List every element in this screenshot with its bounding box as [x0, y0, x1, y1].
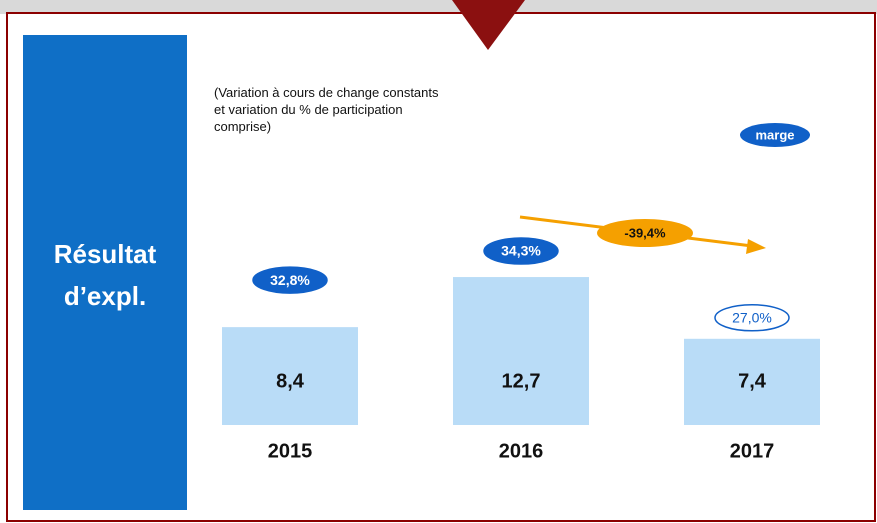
- value-label: 8,4: [276, 370, 305, 392]
- x-tick-label: 2017: [730, 440, 775, 462]
- value-label: 12,7: [502, 370, 541, 392]
- header-strip: [0, 0, 877, 14]
- margin-label: 27,0%: [732, 309, 772, 325]
- x-tick-label: 2016: [499, 440, 544, 462]
- note: (Variation à cours de change constants e…: [214, 84, 444, 135]
- margin-label: 32,8%: [270, 272, 310, 288]
- side-title: d’expl.: [64, 281, 146, 311]
- change-label: -39,4%: [624, 225, 666, 240]
- value-label: 7,4: [738, 370, 767, 392]
- margin-label: 34,3%: [501, 243, 541, 259]
- legend-label: marge: [755, 127, 794, 142]
- side-panel: [23, 35, 187, 510]
- chart: Résultat d’expl. marge -39,4% 8,4 2015 32,…: [0, 0, 877, 523]
- slide: {"chart_data": {"type": "bar", "title": …: [0, 0, 877, 523]
- side-title: Résultat: [54, 239, 157, 269]
- x-tick-label: 2015: [268, 440, 313, 462]
- bar: [453, 277, 589, 425]
